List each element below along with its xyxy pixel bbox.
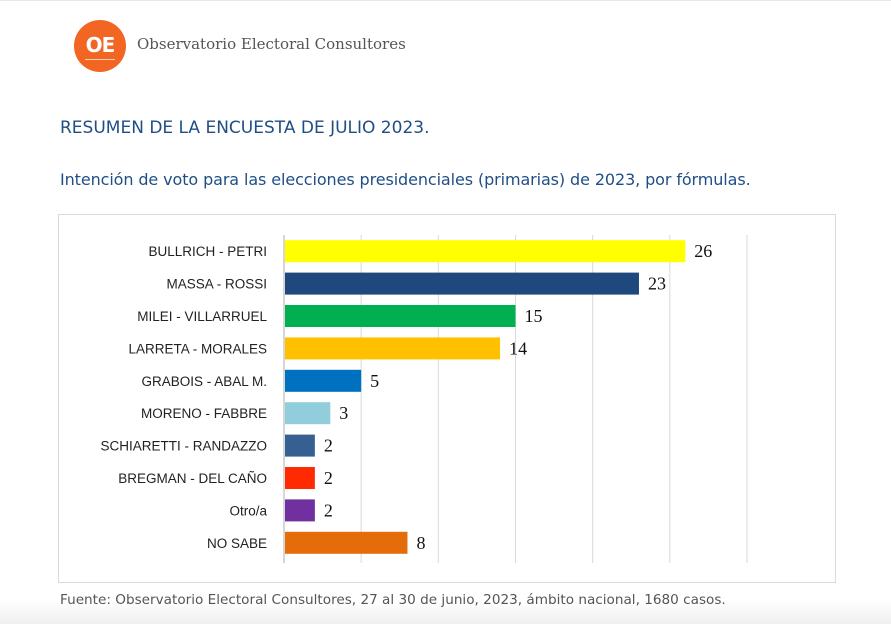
category-label: SCHIARETTI - RANDAZZO — [100, 439, 267, 454]
bar-chart: BULLRICH - PETRI MASSA - ROSSI MILEI - VIL… — [100, 235, 748, 563]
data-label: 2 — [324, 436, 333, 456]
page-title: RESUMEN DE LA ENCUESTA DE JULIO 2023. — [60, 118, 430, 138]
data-label: 3 — [339, 403, 348, 423]
category-label: NO SABE — [207, 536, 267, 551]
bar — [285, 434, 315, 457]
brand-name[interactable]: Observatorio Electoral Consultores — [137, 35, 406, 53]
bar — [285, 305, 516, 327]
bar — [285, 531, 408, 554]
data-label: 23 — [648, 274, 666, 294]
category-label: MASSA - ROSSI — [166, 277, 267, 292]
data-label: 8 — [416, 533, 425, 553]
category-labels: BULLRICH - PETRI MASSA - ROSSI MILEI - VIL… — [100, 244, 267, 551]
chart-subtitle: Intención de voto para las elecciones pr… — [60, 170, 751, 189]
bar — [285, 240, 686, 263]
data-label: 5 — [370, 371, 379, 391]
chart-container: BULLRICH - PETRI MASSA - ROSSI MILEI - VIL… — [58, 214, 836, 583]
category-label: MILEI - VILLARRUEL — [137, 309, 267, 324]
top-divider — [0, 0, 891, 1]
bar — [285, 272, 639, 295]
data-label: 15 — [525, 306, 543, 326]
category-label: MORENO - FABBRE — [141, 406, 267, 421]
bar — [285, 467, 315, 489]
logo-text: OE — [85, 32, 116, 57]
category-label: GRABOIS - ABAL M. — [141, 374, 267, 389]
category-label: BREGMAN - DEL CAÑO — [118, 471, 267, 486]
brand-logo[interactable]: OE — [74, 20, 126, 72]
data-label: 2 — [324, 468, 333, 488]
data-label: 14 — [509, 338, 527, 358]
source-footnote: Fuente: Observatorio Electoral Consultor… — [60, 592, 726, 608]
category-label: Otro/a — [229, 503, 267, 518]
data-label: 2 — [324, 500, 333, 520]
bar — [285, 402, 331, 425]
logo-underline — [85, 58, 115, 60]
category-label: BULLRICH - PETRI — [148, 244, 267, 259]
data-label: 26 — [694, 241, 712, 261]
bars — [285, 240, 686, 554]
bar — [285, 369, 362, 392]
bar — [285, 499, 315, 522]
bar — [285, 337, 501, 360]
category-label: LARRETA - MORALES — [128, 341, 267, 356]
